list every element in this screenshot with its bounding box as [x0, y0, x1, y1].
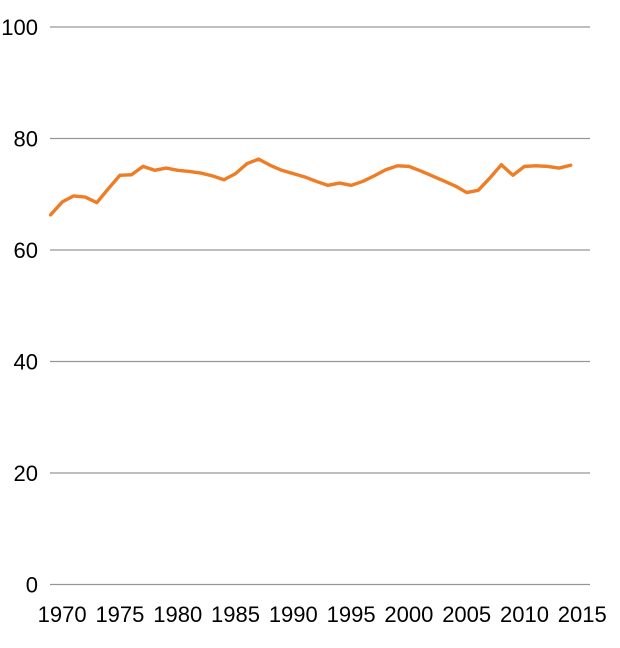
- y-axis-tick-label: 100: [1, 15, 38, 40]
- data-series-line: [48, 157, 573, 217]
- y-axis-tick-label: 0: [26, 573, 38, 598]
- x-axis-tick-label: 1990: [269, 602, 318, 627]
- x-axis-tick-label: 1980: [153, 602, 202, 627]
- x-axis-tick-label: 1985: [211, 602, 260, 627]
- x-axis-tick-label: 1975: [95, 602, 144, 627]
- y-axis-tick-label: 80: [14, 127, 38, 152]
- x-axis-tick-label: 1995: [327, 602, 376, 627]
- y-axis-tick-label: 40: [14, 350, 38, 375]
- y-axis-tick-label: 20: [14, 461, 38, 486]
- x-axis-tick-label: 2015: [558, 602, 607, 627]
- x-axis-tick-label: 1970: [38, 602, 87, 627]
- x-axis-tick-label: 2000: [384, 602, 433, 627]
- x-axis-tick-label: 2005: [442, 602, 491, 627]
- y-axis-tick-label: 60: [14, 238, 38, 263]
- x-axis-tick-label: 2010: [500, 602, 549, 627]
